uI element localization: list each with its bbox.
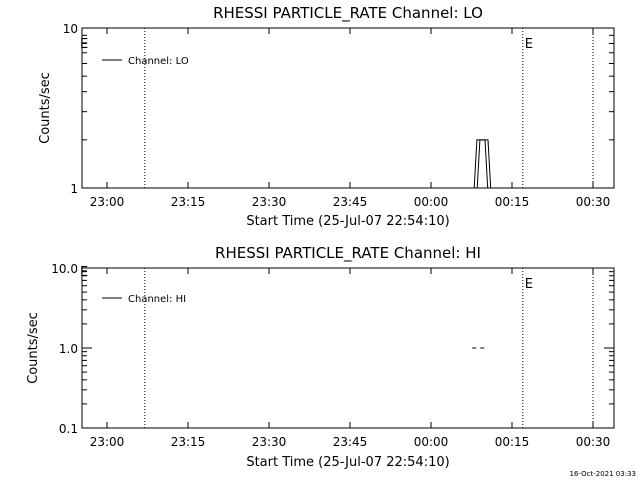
- x-tick-label: 00:30: [576, 195, 611, 209]
- y-tick-label: 10.0: [51, 262, 78, 276]
- x-tick-label: 23:45: [333, 195, 368, 209]
- chart-title-hi: RHESSI PARTICLE_RATE Channel: HI: [215, 244, 481, 263]
- x-tick-label: 23:15: [171, 195, 206, 209]
- x-tick-label: 00:00: [414, 195, 449, 209]
- x-axis-label-lo: Start Time (25-Jul-07 22:54:10): [246, 214, 449, 229]
- ticks-lo: 23:00 23:15 23:30 23:45 00:00 00:15 00:30 1 10: [63, 22, 614, 209]
- x-tick-label: 00:00: [414, 435, 449, 449]
- y-tick-label: 1.0: [59, 342, 78, 356]
- x-tick-label: 00:15: [495, 195, 530, 209]
- plot-frame-lo: [81, 27, 615, 189]
- x-tick-label: 23:00: [90, 435, 125, 449]
- ticks-hi: 23:00 23:15 23:30 23:45 00:00 00:15 00:30 0.1 1.…: [51, 262, 614, 449]
- y-tick-label: 0.1: [59, 422, 78, 436]
- y-axis-label-hi: Counts/sec: [26, 312, 41, 384]
- x-axis-label-hi: Start Time (25-Jul-07 22:54:10): [246, 455, 449, 470]
- x-tick-label: 23:45: [333, 435, 368, 449]
- chart-title-lo: RHESSI PARTICLE_RATE Channel: LO: [213, 4, 483, 23]
- y-tick-label: 1: [70, 182, 78, 196]
- panel-hi: RHESSI PARTICLE_RATE Channel: HI Counts/…: [26, 244, 615, 470]
- vlines-hi: E: [144, 268, 594, 428]
- x-tick-label: 00:30: [576, 435, 611, 449]
- legend-label-hi: Channel: HI: [128, 294, 186, 305]
- panel-lo: RHESSI PARTICLE_RATE Channel: LO Counts/…: [38, 4, 615, 229]
- series-lo: [473, 139, 492, 189]
- x-tick-label: 23:15: [171, 435, 206, 449]
- y-axis-label-lo: Counts/sec: [38, 72, 53, 144]
- x-tick-label: 23:30: [252, 435, 287, 449]
- x-tick-label: 23:30: [252, 195, 287, 209]
- left-marker-hi: E: [80, 265, 88, 280]
- vline-label: E: [525, 277, 533, 292]
- series-line: [473, 139, 489, 189]
- plot-frame-hi: [81, 267, 615, 429]
- y-tick-label: 10: [63, 22, 78, 36]
- x-tick-label: 23:00: [90, 195, 125, 209]
- legend-lo: Channel: LO: [102, 56, 189, 67]
- footer-timestamp: 16-Oct-2021 03:33: [570, 470, 636, 478]
- vlines-lo: E: [144, 28, 594, 188]
- legend-label-lo: Channel: LO: [128, 56, 189, 67]
- series-line-trace: [476, 139, 492, 189]
- left-marker-lo: E: [80, 37, 88, 52]
- x-tick-label: 00:15: [495, 435, 530, 449]
- legend-hi: Channel: HI: [102, 294, 186, 305]
- vline-label: E: [525, 37, 533, 52]
